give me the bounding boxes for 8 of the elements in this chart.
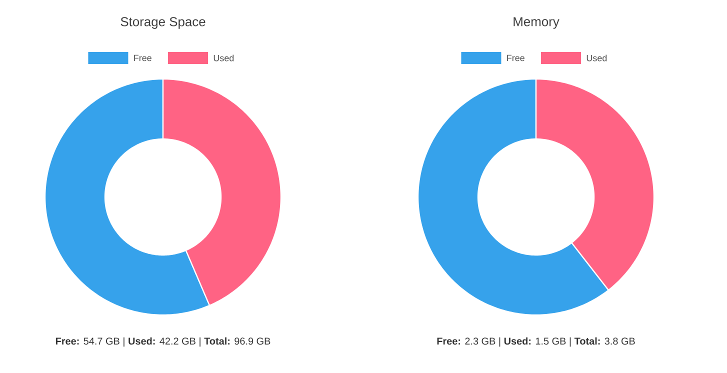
legend-label: Free bbox=[134, 54, 152, 62]
text: Free: 2.3 GB | Used: 1.5 GB | Total: 3.8 GB bbox=[437, 337, 635, 347]
chart-title: Memory bbox=[514, 17, 560, 29]
legend-label: Used bbox=[586, 54, 607, 62]
legend-label: Used bbox=[214, 54, 234, 62]
text: Free: 54.7 GB | Used: 42.2 GB | Total: 96.9 GB bbox=[56, 337, 270, 347]
legend-label: Free bbox=[507, 54, 524, 62]
chart-title: Storage Space bbox=[120, 17, 206, 29]
